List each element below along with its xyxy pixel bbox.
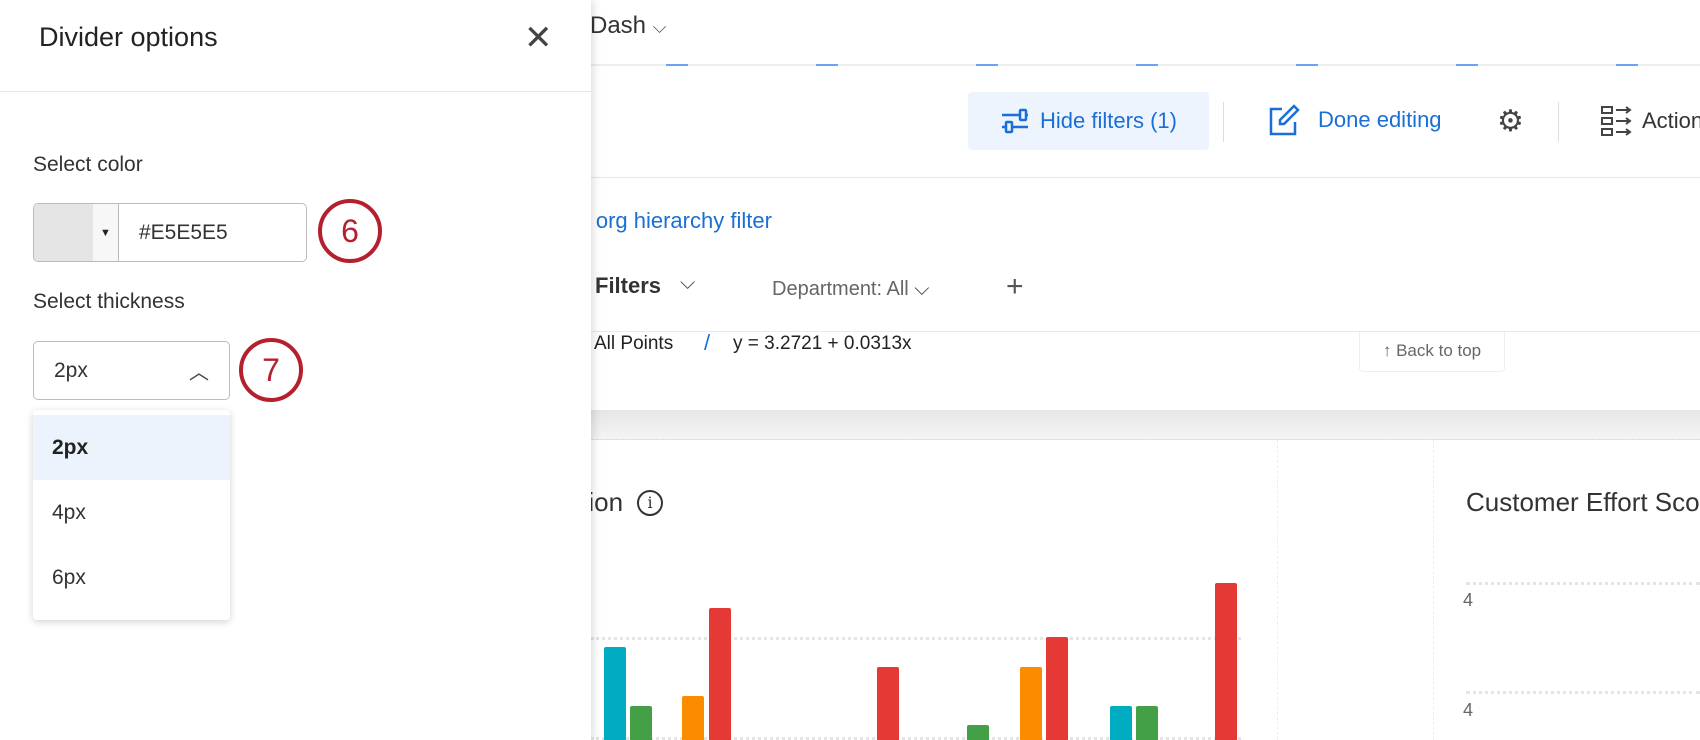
back-to-top-button[interactable]: ↑ Back to top [1359, 331, 1505, 372]
y-tick-label: 4 [1463, 590, 1474, 610]
panel-title: Divider options [39, 22, 218, 52]
bar-red[interactable] [709, 608, 731, 740]
color-swatch[interactable] [34, 204, 93, 261]
thickness-option-2px[interactable]: 2px [33, 415, 230, 480]
toolbar-divider [1223, 102, 1224, 142]
bar-orange[interactable] [1020, 667, 1042, 740]
section-gap [591, 410, 1700, 440]
department-filter-label: Department: All [772, 278, 909, 300]
divider-options-panel: Divider options ✕ Select color ▼ #E5E5E5… [0, 0, 591, 740]
callout-badge: 6 [318, 199, 382, 263]
callout-badge: 7 [239, 338, 303, 402]
sliders-icon [1002, 108, 1029, 134]
customer-effort-widget-title: Customer Effort Score [1466, 487, 1700, 517]
close-icon[interactable]: ✕ [524, 19, 553, 57]
participation-bar-chart [591, 560, 1241, 740]
select-color-label: Select color [33, 153, 143, 176]
legend-all-points: All Points [594, 333, 674, 354]
chevron-down-icon: ⌵ [652, 17, 667, 37]
dashboard-title-text: Dash [590, 12, 647, 39]
y-tick-label: 4 [1463, 700, 1474, 720]
trendline-icon: / [704, 330, 711, 355]
actions-button[interactable]: Actions [1600, 104, 1700, 138]
add-filter-plus-icon[interactable]: + [1006, 270, 1024, 303]
actions-list-icon [1601, 106, 1632, 136]
thickness-dropdown-menu: 2px 4px 6px [33, 410, 230, 620]
legend-equation: y = 3.2721 + 0.0313x [733, 333, 912, 354]
color-picker: ▼ #E5E5E5 [33, 203, 307, 262]
done-editing-label: Done editing [1318, 107, 1442, 132]
thickness-option-4px[interactable]: 4px [52, 500, 86, 524]
thickness-select-value: 2px [54, 358, 88, 382]
select-thickness-label: Select thickness [33, 290, 185, 313]
bar-cyan[interactable] [604, 647, 626, 740]
bar-green[interactable] [967, 725, 989, 740]
caret-down-icon[interactable]: ▼ [93, 204, 119, 261]
gridline [591, 737, 1241, 740]
gridline [1466, 691, 1700, 694]
dashboard-title[interactable]: Dash ⌵ [590, 12, 666, 40]
actions-label: Actions [1642, 108, 1700, 133]
widget-divider [1433, 440, 1434, 740]
bar-red[interactable] [877, 667, 899, 740]
gridline [1466, 582, 1700, 585]
chevron-down-icon: ⌵ [914, 278, 930, 300]
gear-icon[interactable]: ⚙ [1497, 105, 1524, 138]
pencil-icon [1269, 104, 1300, 136]
bar-red[interactable] [1046, 637, 1068, 740]
bar-red[interactable] [1215, 583, 1237, 740]
thickness-option-6px[interactable]: 6px [52, 565, 86, 589]
chevron-down-icon[interactable]: ⌵ [680, 272, 696, 294]
department-filter[interactable]: Department: All ⌵ [772, 278, 929, 301]
color-hex-input[interactable]: #E5E5E5 [139, 220, 228, 244]
panel-header: Divider options ✕ [0, 0, 591, 92]
gridline [591, 637, 1241, 640]
bar-green[interactable] [1136, 706, 1158, 740]
widget-divider [1277, 440, 1278, 740]
bar-cyan[interactable] [1110, 706, 1132, 740]
bar-orange[interactable] [682, 696, 704, 740]
tab-strip [591, 64, 1700, 66]
hide-filters-button[interactable]: Hide filters (1) [968, 92, 1209, 150]
toolbar-divider [1558, 102, 1559, 142]
bar-green[interactable] [630, 706, 652, 740]
divider [591, 331, 1700, 332]
info-icon[interactable]: i [637, 489, 664, 516]
filters-label[interactable]: Filters [595, 273, 662, 298]
chevron-up-icon: ︿ [189, 362, 209, 384]
hide-filters-label: Hide filters (1) [1040, 108, 1177, 133]
done-editing-button[interactable]: Done editing [1268, 104, 1442, 136]
divider [591, 177, 1700, 178]
thickness-select[interactable]: 2px ︿ [33, 341, 230, 400]
